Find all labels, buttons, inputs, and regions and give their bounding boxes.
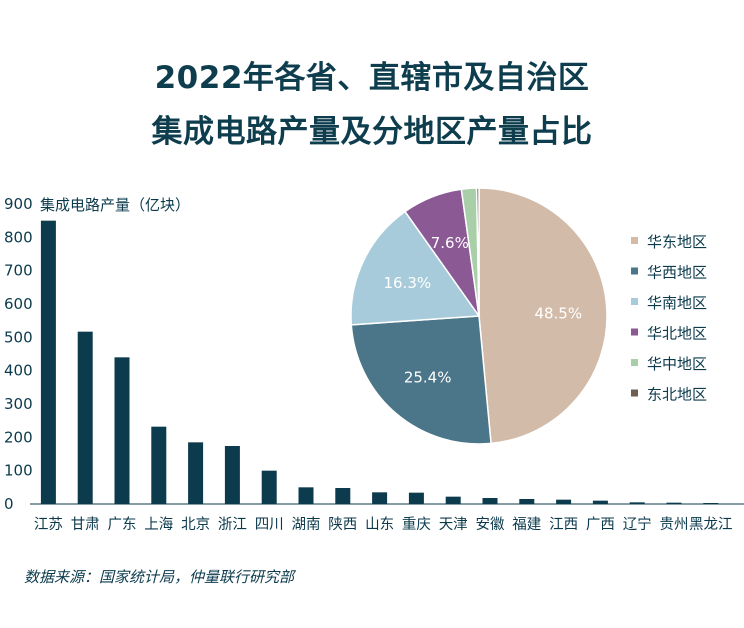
chart-title-line2: 集成电路产量及分地区产量占比 — [151, 114, 593, 150]
x-tick-label: 广西 — [586, 516, 615, 533]
pie-slice-label: 25.4% — [404, 369, 452, 387]
legend-label: 华东地区 — [647, 233, 707, 251]
x-tick-label: 黑龙江 — [689, 516, 733, 533]
pie-slice-label: 7.6% — [431, 234, 469, 252]
y-tick-label: 500 — [4, 328, 33, 346]
x-tick-label: 天津 — [439, 516, 468, 533]
bar-贵州 — [666, 502, 682, 504]
legend-label: 华西地区 — [647, 264, 707, 282]
y-tick-label: 300 — [4, 395, 33, 413]
legend-label: 华北地区 — [647, 325, 707, 343]
legend-swatch — [631, 359, 638, 366]
legend-swatch — [631, 298, 638, 305]
pie-slice-华南地区 — [350, 210, 481, 326]
pie-slice-label: 48.5% — [534, 304, 582, 322]
y-tick-label: 200 — [4, 428, 33, 446]
pie-slice-华西地区 — [350, 315, 492, 445]
x-tick-label: 广东 — [108, 516, 137, 533]
x-tick-label: 福建 — [512, 516, 541, 533]
bar-湖南 — [298, 487, 314, 504]
bar-安徽 — [482, 498, 498, 504]
y-axis-ticks: 0 100 200 300 400 500 600 700 800 900 — [4, 195, 33, 513]
bar-浙江 — [224, 446, 240, 504]
x-tick-label: 重庆 — [402, 516, 431, 533]
x-tick-label: 陕西 — [328, 516, 357, 533]
legend-swatch — [631, 389, 638, 397]
x-tick-label: 安徽 — [476, 516, 505, 533]
bar-广西 — [592, 500, 608, 504]
bar-江西 — [556, 499, 572, 504]
x-tick-label: 辽宁 — [623, 516, 652, 533]
x-tick-label: 北京 — [181, 516, 210, 533]
bar-上海 — [151, 426, 167, 504]
bar-陕西 — [335, 488, 351, 504]
x-tick-label: 湖南 — [292, 516, 321, 533]
bar-广东 — [114, 357, 130, 504]
bar-天津 — [445, 496, 461, 504]
x-axis-categories: 江苏 甘肃 广东 上海 北京 浙江 四川 湖南 陕西 山东 重庆 天津 安徽 福建 江西 广西 辽宁 贵州 黑龙江 — [34, 516, 733, 533]
bar-series — [40, 220, 719, 504]
y-tick-label: 0 — [4, 495, 14, 513]
bar-甘肃 — [77, 331, 93, 504]
bar-山东 — [372, 492, 388, 504]
y-tick-label: 700 — [4, 262, 33, 280]
x-tick-label: 上海 — [144, 516, 173, 533]
bar-北京 — [188, 442, 204, 504]
source-note: 数据来源：国家统计局，仲量联行研究部 — [24, 568, 295, 586]
pie-slice-华东地区 — [478, 187, 608, 445]
pie-chart: 48.5% 25.4% 16.3% 7.6% — [350, 187, 608, 445]
bar-四川 — [261, 470, 277, 504]
legend-swatch — [631, 237, 638, 244]
legend-label: 华南地区 — [647, 294, 707, 312]
bar-辽宁 — [629, 502, 645, 504]
legend-label: 华中地区 — [647, 355, 707, 373]
y-axis-label: 集成电路产量（亿块） — [40, 196, 190, 214]
legend-swatch — [631, 267, 638, 275]
bar-江苏 — [40, 220, 56, 504]
y-tick-label: 100 — [4, 462, 33, 480]
y-tick-label: 600 — [4, 295, 33, 313]
y-tick-label: 800 — [4, 228, 33, 246]
bar-重庆 — [408, 492, 424, 504]
pie-slice-东北地区 — [475, 187, 480, 317]
x-tick-label: 江苏 — [34, 516, 63, 533]
bar-福建 — [519, 499, 535, 504]
y-tick-label: 900 — [4, 195, 33, 213]
chart-title-line1: 2022年各省、直辖市及自治区 — [154, 60, 590, 96]
legend-swatch — [631, 328, 638, 336]
legend-label: 东北地区 — [647, 386, 707, 404]
x-tick-label: 四川 — [255, 517, 284, 533]
y-tick-label: 400 — [4, 362, 33, 380]
x-tick-label: 贵州 — [660, 516, 689, 533]
pie-slice-label: 16.3% — [383, 274, 431, 292]
x-tick-label: 甘肃 — [71, 516, 100, 533]
x-tick-label: 浙江 — [218, 516, 247, 533]
x-tick-label: 山东 — [365, 516, 394, 533]
x-tick-label: 江西 — [549, 516, 578, 533]
